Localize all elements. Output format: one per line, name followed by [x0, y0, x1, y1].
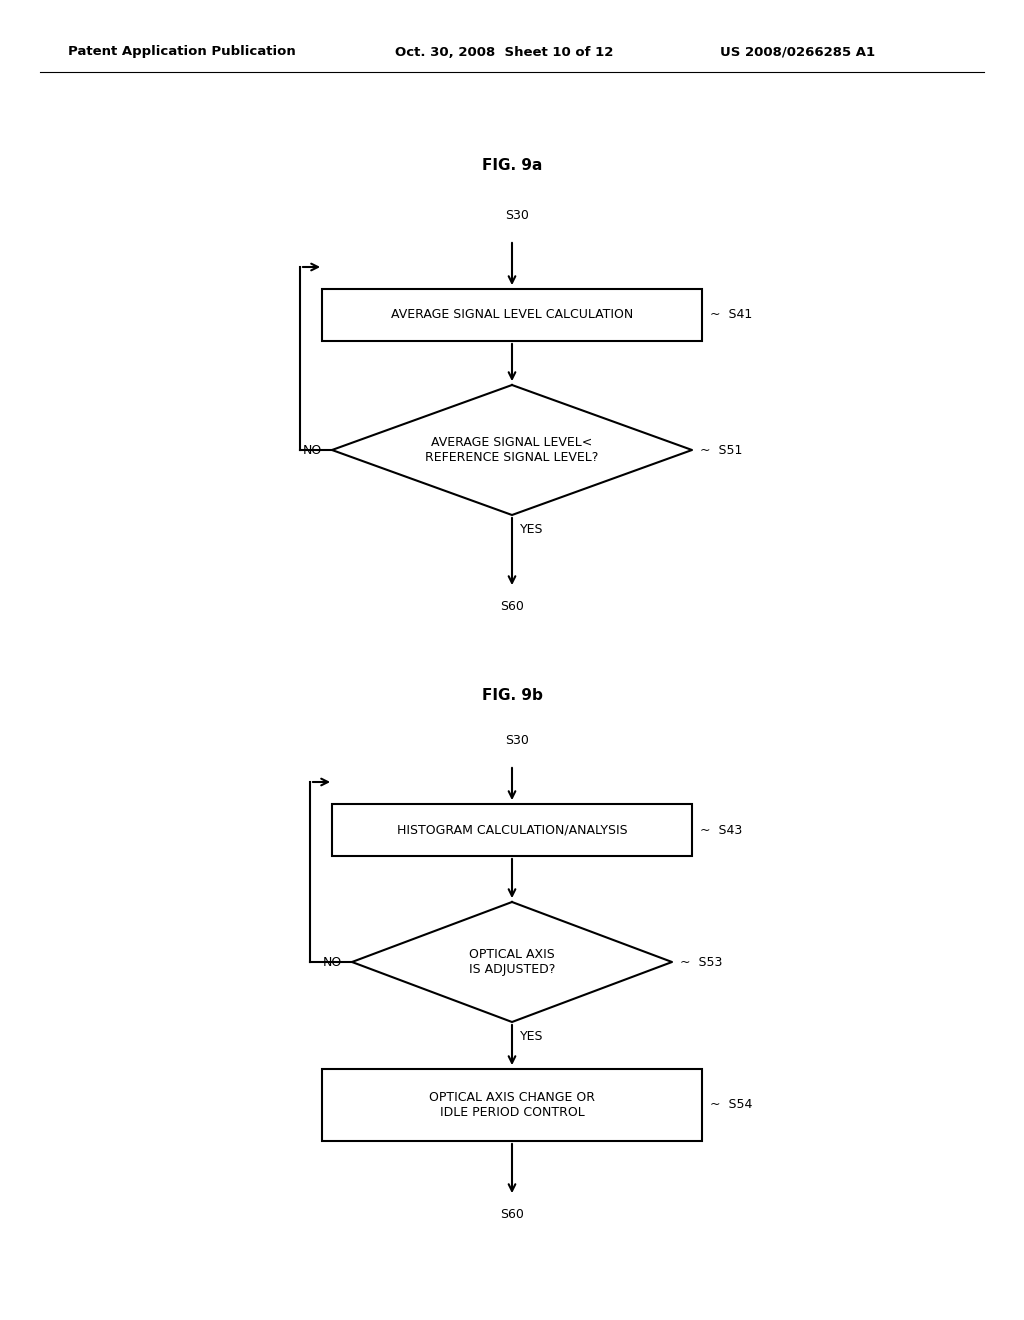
Bar	[322, 1069, 702, 1140]
Text: S60: S60	[500, 601, 524, 612]
Text: S30: S30	[505, 209, 529, 222]
Text: S30: S30	[505, 734, 529, 747]
Text: US 2008/0266285 A1: US 2008/0266285 A1	[720, 45, 876, 58]
Text: NO: NO	[323, 956, 342, 969]
Text: ~  S53: ~ S53	[680, 956, 722, 969]
Text: ~  S51: ~ S51	[700, 444, 742, 457]
Text: Oct. 30, 2008  Sheet 10 of 12: Oct. 30, 2008 Sheet 10 of 12	[395, 45, 613, 58]
Text: OPTICAL AXIS
IS ADJUSTED?: OPTICAL AXIS IS ADJUSTED?	[469, 948, 555, 975]
Text: ~  S43: ~ S43	[700, 824, 742, 837]
Text: OPTICAL AXIS CHANGE OR
IDLE PERIOD CONTROL: OPTICAL AXIS CHANGE OR IDLE PERIOD CONTR…	[429, 1092, 595, 1119]
Bar	[332, 804, 692, 855]
Text: ~  S41: ~ S41	[710, 309, 753, 322]
Text: S60: S60	[500, 1208, 524, 1221]
Text: YES: YES	[520, 523, 544, 536]
Text: FIG. 9a: FIG. 9a	[482, 157, 542, 173]
Text: FIG. 9b: FIG. 9b	[481, 688, 543, 702]
Text: YES: YES	[520, 1030, 544, 1043]
Text: Patent Application Publication: Patent Application Publication	[68, 45, 296, 58]
Text: HISTOGRAM CALCULATION/ANALYSIS: HISTOGRAM CALCULATION/ANALYSIS	[396, 824, 628, 837]
Text: AVERAGE SIGNAL LEVEL CALCULATION: AVERAGE SIGNAL LEVEL CALCULATION	[391, 309, 633, 322]
Text: AVERAGE SIGNAL LEVEL<
REFERENCE SIGNAL LEVEL?: AVERAGE SIGNAL LEVEL< REFERENCE SIGNAL L…	[425, 436, 599, 465]
Text: ~  S54: ~ S54	[710, 1098, 753, 1111]
Text: NO: NO	[303, 444, 322, 457]
Bar	[322, 289, 702, 341]
